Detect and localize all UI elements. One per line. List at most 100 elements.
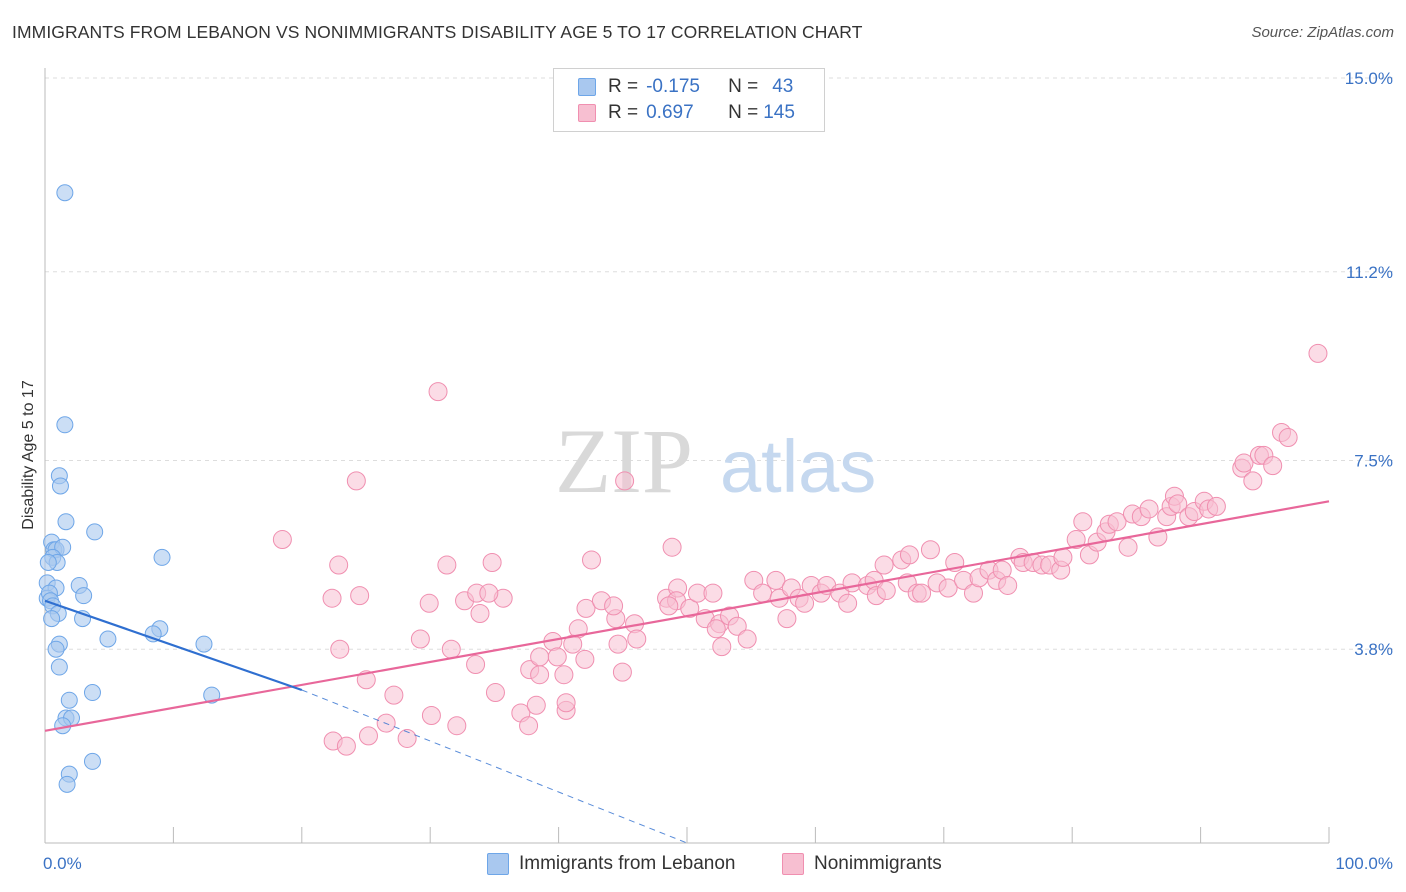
lebanon-points — [38, 184, 221, 793]
lebanon-point — [153, 548, 171, 566]
nonimmigrant-point — [419, 593, 439, 613]
lebanon-point — [50, 658, 68, 676]
nonimmigrant-point — [1118, 537, 1138, 557]
nonimmigrant-point — [330, 639, 350, 659]
legend-r-label: R = — [608, 76, 639, 97]
nonimmigrant-point — [680, 598, 700, 618]
nonimmigrant-point — [556, 693, 576, 713]
nonimmigrant-point — [706, 619, 726, 639]
nonimmigrant-point — [1073, 512, 1093, 532]
lebanon-point — [60, 691, 78, 709]
correlation-legend: R = -0.175 N = 43 R = 0.697 N = 145 — [553, 68, 825, 132]
nonimmigrant-point — [1107, 512, 1127, 532]
nonimmigrant-point — [356, 670, 376, 690]
lebanon-point — [43, 610, 61, 628]
nonimmigrant-point — [1243, 471, 1263, 491]
nonimmigrants-trend-line — [44, 500, 1330, 732]
trend-lines — [44, 500, 1330, 844]
legend-row-nonimmigrants: R = 0.697 N = 145 — [578, 101, 795, 125]
nonimmigrant-point — [350, 586, 370, 606]
legend-swatch-pink — [782, 853, 804, 875]
nonimmigrants-points — [272, 343, 1328, 756]
nonimmigrant-point — [466, 655, 486, 674]
nonimmigrant-point — [554, 665, 574, 685]
nonimmigrant-point — [519, 716, 539, 736]
nonimmigrant-point — [384, 685, 404, 705]
nonimmigrant-point — [272, 530, 292, 550]
legend-label-lebanon: Immigrants from Lebanon — [519, 853, 736, 874]
nonimmigrant-point — [998, 575, 1018, 595]
source-credit: Source: ZipAtlas.com — [1251, 24, 1394, 41]
nonimmigrant-point — [659, 596, 679, 616]
nonimmigrant-point — [526, 695, 546, 715]
y-tick-label: 3.8% — [1354, 640, 1393, 659]
lebanon-point — [75, 587, 93, 605]
lebanon-point — [58, 775, 76, 793]
lebanon-point — [39, 554, 57, 571]
nonimmigrant-point — [703, 583, 723, 603]
y-tick-label: 7.5% — [1354, 452, 1393, 471]
nonimmigrant-point — [582, 550, 602, 570]
nonimmigrant-point — [358, 726, 378, 746]
nonimmigrant-point — [1206, 496, 1226, 516]
nonimmigrant-point — [530, 665, 550, 685]
nonimmigrant-point — [322, 588, 342, 608]
legend-label-nonimmigrants: Nonimmigrants — [814, 853, 942, 874]
legend-n-label: N = — [728, 102, 759, 123]
nonimmigrant-point — [563, 634, 583, 654]
nonimmigrant-point — [575, 649, 595, 669]
nonimmigrant-point — [838, 593, 858, 613]
y-tick-label: 11.2% — [1346, 263, 1393, 282]
lebanon-point — [83, 684, 101, 702]
y-axis-label: Disability Age 5 to 17 — [20, 380, 37, 530]
legend-r-value: -0.175 — [646, 76, 700, 97]
nonimmigrant-point — [1263, 456, 1283, 476]
lebanon-point — [86, 523, 104, 541]
legend-n-label: N = — [728, 76, 759, 97]
nonimmigrant-point — [421, 706, 441, 725]
nonimmigrant-point — [482, 553, 502, 572]
lebanon-trend-line — [44, 599, 303, 692]
nonimmigrant-point — [627, 629, 647, 649]
legend-swatch-pink — [578, 104, 596, 122]
lebanon-point — [47, 640, 65, 658]
nonimmigrant-point — [447, 716, 467, 736]
nonimmigrant-point — [441, 639, 461, 659]
watermark-atlas: atlas — [720, 425, 876, 508]
watermark-zip: ZIP — [555, 410, 693, 512]
nonimmigrant-point — [842, 573, 862, 593]
watermark: ZIP atlas — [555, 410, 876, 512]
nonimmigrant-point — [410, 629, 430, 649]
lebanon-point — [57, 513, 75, 531]
nonimmigrant-point — [346, 471, 366, 491]
nonimmigrant-point — [737, 629, 757, 649]
nonimmigrant-point — [612, 662, 632, 682]
nonimmigrant-point — [874, 555, 894, 575]
lebanon-point — [56, 184, 74, 202]
legend-swatch-blue — [578, 78, 596, 96]
nonimmigrant-point — [428, 382, 448, 402]
nonimmigrant-point — [615, 471, 635, 491]
nonimmigrant-point — [712, 637, 732, 657]
nonimmigrant-point — [1168, 494, 1188, 514]
nonimmigrant-point — [530, 647, 550, 667]
legend-r-value: 0.697 — [646, 102, 694, 123]
nonimmigrant-point — [437, 555, 457, 575]
nonimmigrant-point — [479, 583, 499, 603]
legend-row-lebanon: R = -0.175 N = 43 — [578, 75, 793, 99]
nonimmigrant-point — [1066, 530, 1086, 550]
legend-n-value: 145 — [763, 102, 795, 123]
x-tick-label: 0.0% — [43, 854, 82, 873]
nonimmigrant-point — [329, 555, 349, 575]
nonimmigrant-point — [920, 540, 940, 560]
nonimmigrant-point — [938, 578, 958, 598]
lebanon-point — [195, 635, 213, 653]
lebanon-point — [203, 686, 221, 704]
lebanon-point — [83, 752, 101, 770]
lebanon-point — [51, 477, 69, 495]
legend-n-value: 43 — [772, 76, 794, 97]
nonimmigrant-point — [470, 604, 490, 623]
nonimmigrant-point — [662, 537, 682, 557]
nonimmigrant-point — [1278, 428, 1298, 448]
